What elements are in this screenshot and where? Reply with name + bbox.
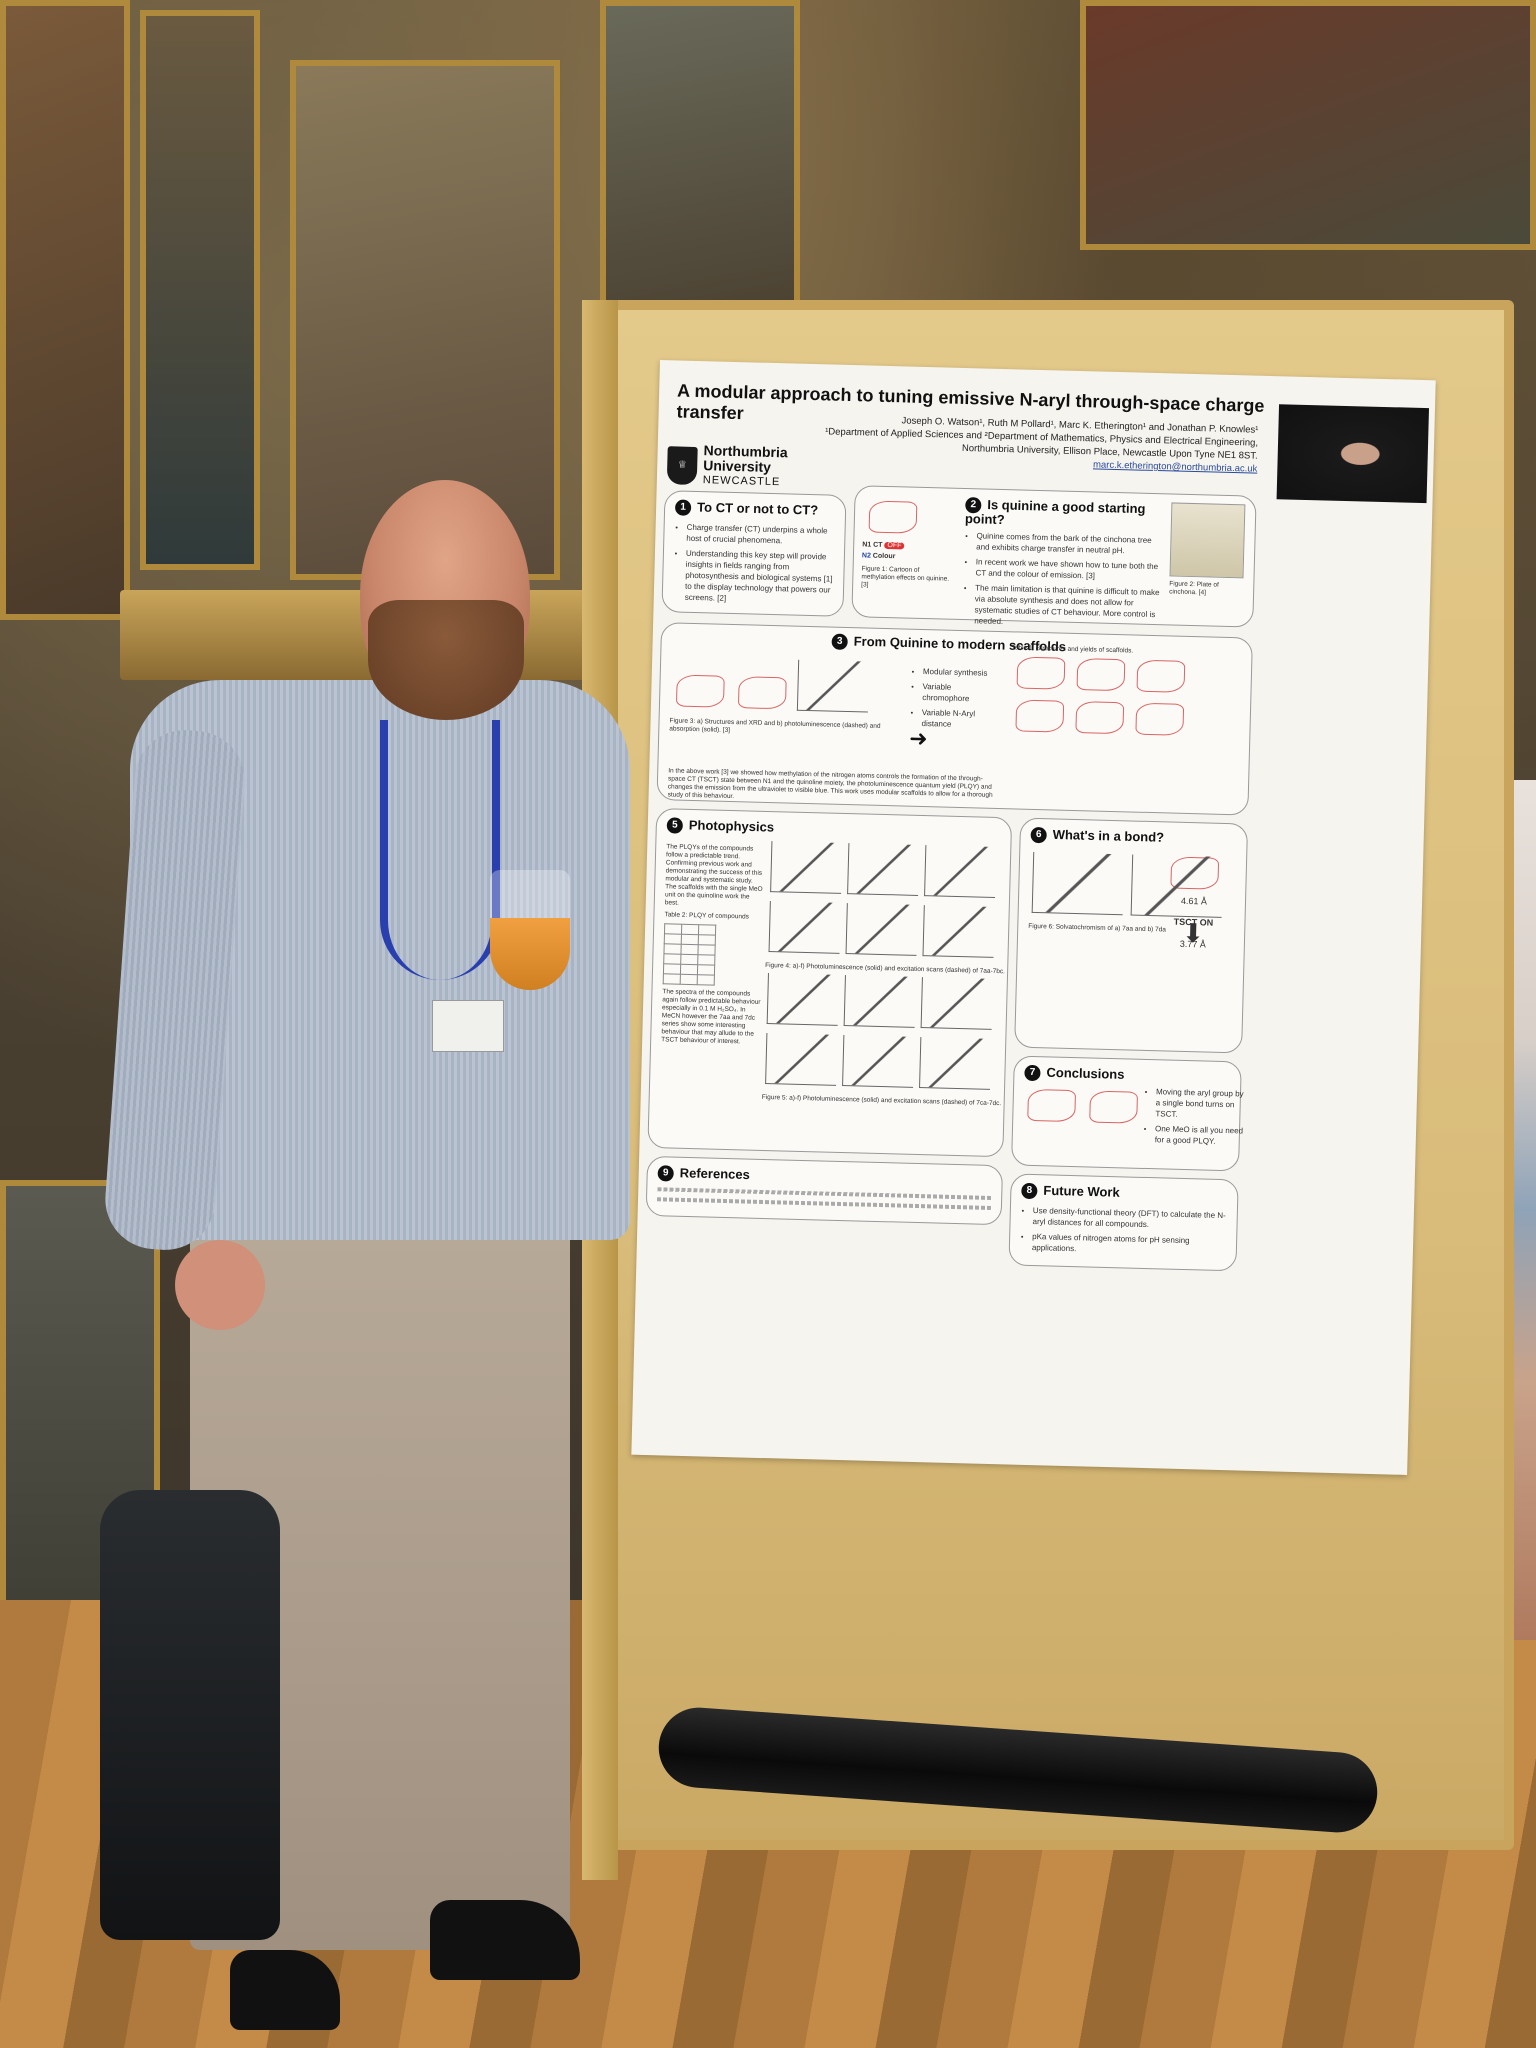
spectrum-plot — [765, 1033, 838, 1086]
molecule-structure — [675, 674, 725, 708]
section-1-panel: 1To CT or not to CT? Charge transfer (CT… — [661, 490, 847, 617]
research-poster: A modular approach to tuning emissive N-… — [631, 360, 1436, 1475]
methylation-cartoon: N1 CT OFF N2 Colour Figure 1: Cartoon of… — [861, 496, 953, 591]
cinchona-image — [1169, 502, 1246, 579]
section-heading: 9 References — [657, 1165, 992, 1190]
fresco-panel — [600, 0, 800, 330]
black-shoe — [230, 1950, 340, 2030]
spectrum-plot — [847, 843, 920, 896]
molecule-structure — [738, 676, 787, 710]
blue-lanyard — [380, 720, 500, 980]
molecule-structure — [1027, 1088, 1077, 1123]
section-3-body: In the above work [3] we showed how meth… — [667, 767, 993, 801]
photophysics-body-2: The spectra of the compounds again follo… — [661, 988, 761, 1046]
table-1-caption: Table 1. Structures and yields of scaffo… — [1011, 644, 1134, 655]
figure-3: Figure 3: a) Structures and XRD and b) p… — [669, 653, 901, 739]
spectrum-plot — [766, 973, 839, 1026]
section-heading: 2 Is quinine a good starting point? — [964, 497, 1146, 528]
backpack — [100, 1490, 280, 1940]
section-heading: 8 Future Work — [1021, 1182, 1227, 1204]
beard — [368, 600, 524, 720]
section-3-panel: 3 From Quinine to modern scaffolds Figure… — [656, 622, 1253, 816]
section-heading: 5 Photophysics — [666, 817, 1001, 842]
arrow-right-icon: ➜ — [908, 725, 928, 752]
spectrum-plot — [797, 659, 870, 713]
scaffold-bullets: Modular synthesis Variable chromophore V… — [908, 666, 1001, 752]
molecule-structure — [1135, 702, 1185, 736]
fresco-panel — [0, 0, 130, 620]
figure-5-caption: Figure 5: a)-f) Photoluminescence (solid… — [761, 1093, 1002, 1108]
table-1: Table 1. Structures and yields of scaffo… — [1009, 640, 1241, 744]
wine-glass — [490, 870, 570, 990]
molecule-structure — [1016, 656, 1066, 690]
bullet-list: Moving the aryl group by a single bond t… — [1143, 1086, 1247, 1152]
crest-icon: ♕ — [666, 445, 698, 485]
solvatochromism-plot — [1031, 851, 1125, 916]
spectrum-plot — [919, 1037, 992, 1090]
fresco-panel — [1080, 0, 1536, 250]
reference-line — [656, 1197, 991, 1210]
figure-1-caption: Figure 1: Cartoon of methylation effects… — [861, 565, 950, 589]
spectra-grid: Figure 4: a)-f) Photoluminescence (solid… — [762, 838, 1009, 1108]
fresco-panel — [140, 10, 260, 570]
table-2-caption: Table 2: PLQY of compounds — [664, 911, 749, 921]
section-2-panel: N1 CT OFF N2 Colour Figure 1: Cartoon of… — [851, 485, 1257, 628]
molecule-structure — [1089, 1090, 1139, 1124]
molecule-structure — [1076, 658, 1126, 692]
section-heading: 1 To CT or not to CT? — [674, 499, 835, 519]
spectrum-plot — [920, 977, 993, 1030]
bullet-list: Modular synthesis Variable chromophore V… — [909, 666, 1001, 731]
figure-3-caption: Figure 3: a) Structures and XRD and b) p… — [669, 717, 881, 734]
name-badge — [432, 1000, 504, 1052]
bullet-list: Quinine comes from the bark of the cinch… — [962, 530, 1164, 631]
black-shoe — [430, 1900, 580, 1980]
molecule-structure — [868, 500, 918, 534]
molecule-structure — [1136, 659, 1186, 693]
section-heading: 7 Conclusions — [1024, 1064, 1230, 1086]
photophysics-body-1: The PLQYs of the compounds follow a pred… — [664, 843, 763, 907]
molecule-structure — [1075, 701, 1125, 735]
solvatochromism-plot — [1130, 854, 1224, 918]
spectrum-plot — [770, 841, 843, 894]
author-headshot — [1276, 404, 1430, 504]
university-name: Northumbria University NEWCASTLE — [702, 442, 788, 489]
bullet-list: Use density-functional theory (DFT) to c… — [1020, 1205, 1227, 1258]
cartoon-labels: N1 CT OFF N2 Colour — [862, 539, 953, 563]
cinchona-plate: Figure 2: Plate of cinchona. [4] — [1169, 502, 1247, 598]
distance-label: 3.77 Å — [1179, 938, 1207, 950]
plqy-table — [663, 923, 717, 986]
section-9-panel: 9 References — [645, 1155, 1004, 1226]
spectrum-plot — [768, 901, 841, 954]
spectrum-plot — [845, 903, 918, 956]
left-hand — [175, 1240, 265, 1330]
figure-2-caption: Figure 2: Plate of cinchona. [4] — [1169, 580, 1219, 597]
section-heading: 6 What's in a bond? — [1030, 826, 1236, 848]
spectrum-plot — [843, 975, 916, 1028]
section-5-panel: 5 Photophysics The PLQYs of the compounds… — [647, 808, 1013, 1158]
molecule-structure — [1015, 699, 1065, 733]
spectrum-plot — [922, 905, 995, 958]
spectrum-plot — [842, 1035, 915, 1088]
university-logo: ♕ Northumbria University NEWCASTLE — [666, 442, 788, 490]
bullet-list: Charge transfer (CT) underpins a whole h… — [673, 521, 835, 606]
spectrum-plot — [924, 845, 997, 898]
